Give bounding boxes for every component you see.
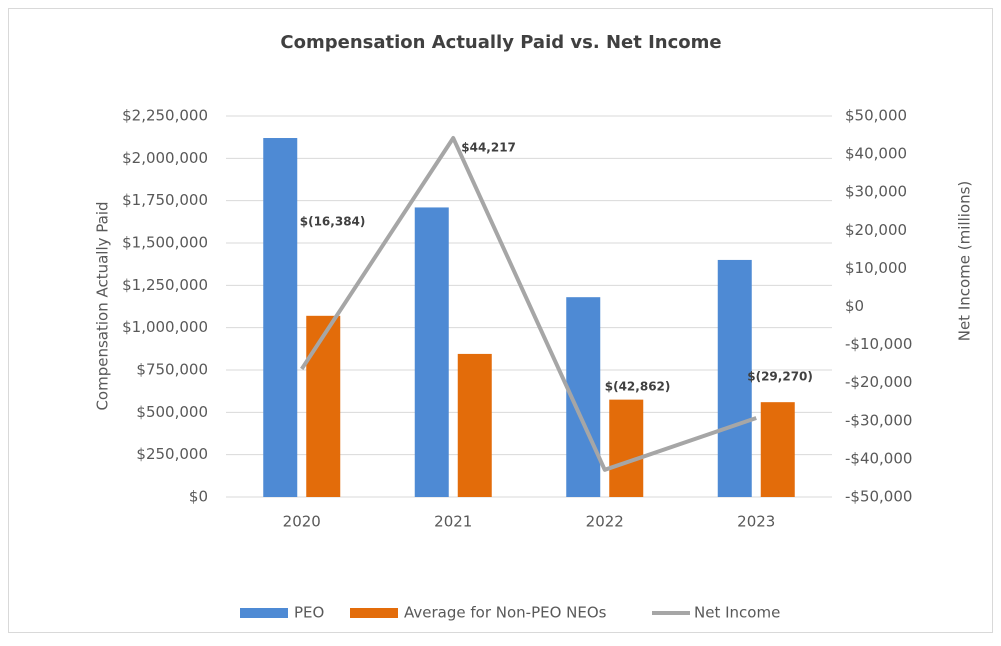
legend-label: Average for Non-PEO NEOs bbox=[404, 604, 607, 622]
legend-label: Net Income bbox=[694, 604, 780, 622]
bar bbox=[760, 402, 795, 497]
y-tick-label: $250,000 bbox=[136, 445, 208, 463]
y-tick-label: $2,250,000 bbox=[122, 107, 208, 125]
data-label: $(16,384) bbox=[300, 214, 366, 228]
chart-title: Compensation Actually Paid vs. Net Incom… bbox=[280, 32, 721, 53]
y2-tick-label: $20,000 bbox=[845, 221, 907, 239]
x-tick-label: 2022 bbox=[586, 513, 624, 531]
y2-tick-label: $0 bbox=[845, 297, 864, 315]
data-label: $(42,862) bbox=[605, 379, 671, 393]
y-tick-label: $500,000 bbox=[136, 403, 208, 421]
y2-tick-label: $40,000 bbox=[845, 145, 907, 163]
y2-tick-label: -$20,000 bbox=[845, 373, 912, 391]
legend-swatch bbox=[350, 608, 398, 618]
y2-axis-label: Net Income (millions) bbox=[956, 181, 974, 342]
bar bbox=[263, 138, 298, 497]
y-tick-label: $750,000 bbox=[136, 361, 208, 379]
bar bbox=[717, 259, 752, 497]
y2-tick-label: $50,000 bbox=[845, 107, 907, 125]
y2-tick-label: -$30,000 bbox=[845, 411, 912, 429]
bar bbox=[306, 315, 341, 497]
legend-swatch bbox=[240, 608, 288, 618]
y2-tick-label: $10,000 bbox=[845, 259, 907, 277]
y-tick-label: $1,000,000 bbox=[122, 318, 208, 336]
chart-border bbox=[8, 8, 993, 633]
legend-label: PEO bbox=[294, 604, 324, 622]
y-tick-label: $1,500,000 bbox=[122, 234, 208, 252]
y-tick-label: $2,000,000 bbox=[122, 149, 208, 167]
line bbox=[300, 136, 757, 472]
bar bbox=[457, 353, 492, 497]
bar bbox=[414, 207, 449, 497]
bar bbox=[609, 399, 644, 497]
y-axis-label: Compensation Actually Paid bbox=[94, 201, 112, 410]
y-tick-label: $1,750,000 bbox=[122, 191, 208, 209]
x-tick-label: 2021 bbox=[434, 513, 472, 531]
x-tick-label: 2023 bbox=[737, 513, 775, 531]
y2-tick-label: -$50,000 bbox=[845, 488, 912, 506]
data-label: $(29,270) bbox=[747, 370, 813, 384]
y2-tick-label: -$40,000 bbox=[845, 449, 912, 467]
y2-tick-label: -$10,000 bbox=[845, 335, 912, 353]
y2-tick-label: $30,000 bbox=[845, 183, 907, 201]
y-tick-label: $0 bbox=[189, 488, 208, 506]
x-tick-label: 2020 bbox=[283, 513, 321, 531]
y-tick-label: $1,250,000 bbox=[122, 276, 208, 294]
data-label: $44,217 bbox=[461, 141, 516, 155]
